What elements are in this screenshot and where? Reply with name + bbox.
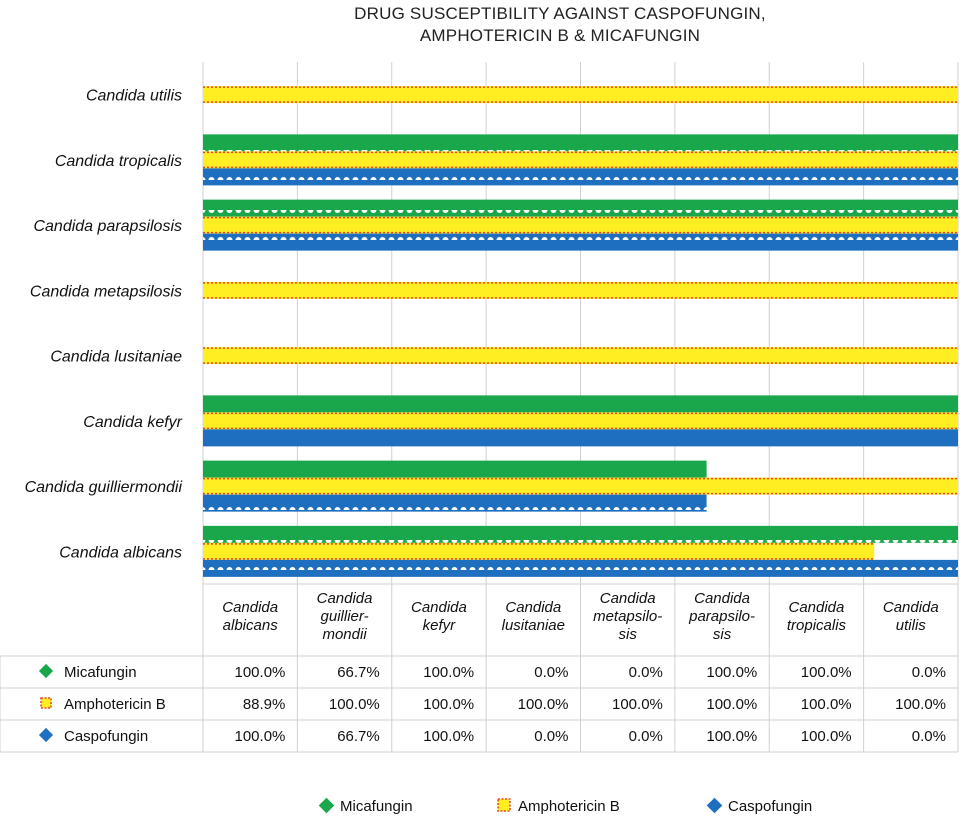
table-header: Candida tropicalis (787, 599, 847, 634)
table-cell: 100.0% (801, 696, 852, 713)
bar-micafungin-2 (203, 395, 958, 413)
table-cell: 100.0% (706, 728, 757, 745)
table-cell: 0.0% (912, 664, 946, 681)
bar-amphotericin-b-6 (203, 151, 958, 169)
bar-amphotericin-b-5 (203, 216, 958, 234)
bar-amphotericin-b-3 (203, 347, 958, 365)
table-cell: 100.0% (706, 696, 757, 713)
bar-amphotericin-b-1 (203, 477, 958, 495)
table-cell: 100.0% (423, 728, 474, 745)
table-cell: 100.0% (706, 664, 757, 681)
table-header: Candida guillier-mondii (317, 590, 373, 643)
legend: Micafungin Amphotericin B Caspofungin (318, 797, 812, 815)
chart-title-line-1: DRUG SUSCEPTIBILITY AGAINST CASPOFUNGIN, (354, 4, 766, 23)
legend-label: Caspofungin (728, 798, 812, 815)
category-label: Candida guilliermondii (25, 479, 183, 496)
bars (203, 86, 958, 577)
bar-caspofungin-2 (203, 429, 958, 447)
legend-label: Amphotericin B (518, 798, 620, 815)
table-cell: 0.0% (534, 728, 568, 745)
table-cell: 88.9% (243, 696, 286, 713)
category-label: Candida utilis (86, 88, 182, 105)
table-cell: 0.0% (629, 664, 663, 681)
table-header: Candida kefyr (411, 599, 467, 634)
bar-caspofungin-6 (203, 168, 958, 186)
table-header: Candida lusitaniae (502, 599, 565, 634)
bar-micafungin-5 (203, 199, 958, 217)
table-header: Candida parapsilo-sis (688, 590, 755, 643)
legend-label: Micafungin (340, 798, 413, 815)
bar-caspofungin-1 (203, 494, 707, 512)
bar-micafungin-1 (203, 460, 707, 478)
table-cell: 100.0% (423, 664, 474, 681)
table-cell: 66.7% (337, 728, 380, 745)
category-label: Candida kefyr (83, 414, 182, 431)
table-cell: 0.0% (534, 664, 568, 681)
table-cell: 100.0% (329, 696, 380, 713)
table-marker-2 (38, 727, 54, 743)
bar-amphotericin-b-7 (203, 86, 958, 104)
table-header: Candida utilis (883, 599, 939, 634)
table-cell: 66.7% (337, 664, 380, 681)
bar-caspofungin-0 (203, 559, 958, 577)
table-series-name: Amphotericin B (64, 696, 166, 713)
bar-amphotericin-b-4 (203, 281, 958, 299)
bar-amphotericin-b-2 (203, 412, 958, 430)
category-label: Candida metapsilosis (30, 283, 182, 300)
bar-micafungin-6 (203, 134, 958, 152)
table-series-name: Caspofungin (64, 728, 148, 745)
table-marker-0 (38, 663, 54, 679)
table-cell: 100.0% (895, 696, 946, 713)
legend-marker-2 (706, 797, 723, 814)
table-cell: 0.0% (629, 728, 663, 745)
chart-title-line-2: AMPHOTERICIN B & MICAFUNGIN (419, 26, 701, 45)
bar-amphotericin-b-0 (203, 542, 875, 560)
category-label: Candida tropicalis (55, 153, 182, 170)
bar-caspofungin-5 (203, 233, 958, 251)
table-cell: 100.0% (612, 696, 663, 713)
category-label: Candida albicans (59, 544, 182, 561)
legend-marker-1 (497, 798, 511, 812)
chart-title: DRUG SUSCEPTIBILITY AGAINST CASPOFUNGIN,… (260, 3, 860, 47)
legend-marker-0 (318, 797, 335, 814)
table-cell: 100.0% (423, 696, 474, 713)
table-header: Candida albicans (222, 599, 278, 634)
table-cell: 100.0% (235, 728, 286, 745)
table-header: Candida metapsilo-sis (593, 590, 662, 643)
category-labels: Candida albicans Candida guilliermondii Ca… (25, 88, 183, 562)
table-cell: 100.0% (801, 728, 852, 745)
table-cell: 100.0% (235, 664, 286, 681)
table-marker-1 (40, 697, 52, 709)
data-table: Candida albicans Candida guillier-mondii Can… (38, 590, 946, 745)
table-series-name: Micafungin (64, 664, 137, 681)
table-cell: 100.0% (518, 696, 569, 713)
category-label: Candida parapsilosis (33, 218, 182, 235)
table-cell: 0.0% (912, 728, 946, 745)
category-label: Candida lusitaniae (50, 349, 182, 366)
bar-micafungin-0 (203, 525, 958, 543)
table-cell: 100.0% (801, 664, 852, 681)
